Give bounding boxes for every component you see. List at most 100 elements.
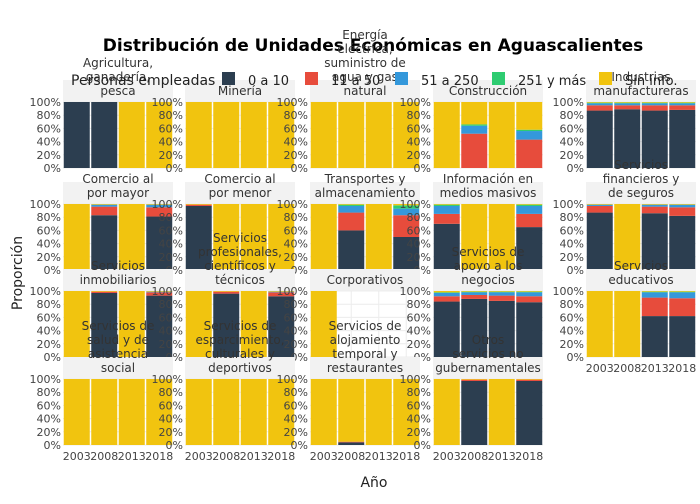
y-tick-label: 0%	[166, 439, 183, 452]
bar-segment-2008-5	[213, 102, 240, 168]
bar-segment-2018-2	[669, 298, 696, 317]
y-tick-label: 60%	[407, 311, 431, 324]
facet-strip	[586, 80, 696, 102]
y-tick-label: 60%	[284, 122, 308, 135]
facet-title: deportivos	[208, 361, 272, 375]
legend-swatch-5	[599, 72, 612, 85]
bar-segment-2003-1	[63, 102, 90, 168]
bar-segment-2018-2	[669, 105, 696, 110]
bar-segment-2018-3	[669, 292, 696, 299]
facet-title: Energía	[342, 28, 388, 42]
y-tick-label: 40%	[407, 413, 431, 426]
y-tick-label: 20%	[37, 149, 61, 162]
facet-title: ganadería,	[86, 70, 150, 84]
facet-title: Servicios	[91, 259, 145, 273]
x-axis-title: Año	[360, 475, 387, 491]
bar-segment-2003-5	[63, 291, 90, 357]
y-tick-label: 40%	[159, 136, 183, 149]
bar-segment-2018-5	[146, 102, 173, 168]
bar-segment-2008-1	[91, 292, 118, 357]
bar-segment-2008-2	[91, 291, 118, 293]
y-tick-label: 80%	[407, 109, 431, 122]
y-tick-label: 20%	[159, 251, 183, 264]
bar-segment-2003-2	[433, 213, 460, 224]
bar-segment-2018-3	[146, 204, 173, 208]
legend-title: Personas empleadas	[71, 73, 215, 89]
bar-segment-2013-5	[365, 204, 392, 270]
x-tick-label: 2008	[90, 450, 118, 463]
y-tick-label: 40%	[284, 238, 308, 251]
y-tick-label: 40%	[159, 325, 183, 338]
bar-segment-2018-4	[516, 129, 543, 132]
y-tick-label: 100%	[400, 373, 431, 386]
bar-segment-2013-2	[641, 105, 668, 111]
facet-title: Comercio al	[204, 172, 275, 186]
facet-title: Servicios	[213, 231, 267, 245]
bar-segment-2003-5	[433, 102, 460, 168]
y-tick-label: 80%	[37, 298, 61, 311]
y-tick-label: 60%	[560, 122, 584, 135]
bar-segment-2018-3	[146, 291, 173, 293]
x-tick-label: 2003	[433, 450, 461, 463]
y-tick-label: 80%	[159, 386, 183, 399]
y-tick-label: 100%	[152, 373, 183, 386]
facet-title: por mayor	[87, 186, 149, 200]
bar-segment-2003-5	[433, 379, 460, 445]
bar-segment-2003-5	[185, 204, 212, 205]
bar-segment-2018-5	[393, 102, 420, 168]
bar-segment-2018-4	[516, 291, 543, 293]
facet-title: restaurantes	[327, 361, 403, 375]
y-tick-label: 40%	[560, 325, 584, 338]
facet-strip	[63, 182, 173, 204]
y-tick-label: 60%	[284, 224, 308, 237]
bar-segment-2013-5	[118, 102, 145, 168]
bar-segment-2013-2	[488, 295, 515, 301]
facet-panel-8: 0%20%40%60%80%100%Transportes yalmacenam…	[277, 172, 420, 277]
facet-strip	[310, 269, 420, 291]
bar-segment-2008-5	[213, 291, 240, 292]
bar-segment-2018-2	[146, 207, 173, 217]
y-tick-label: 20%	[37, 426, 61, 439]
y-tick-label: 20%	[407, 426, 431, 439]
y-tick-label: 100%	[277, 373, 308, 386]
y-tick-label: 20%	[407, 149, 431, 162]
y-tick-label: 80%	[560, 211, 584, 224]
facet-title: Servicios	[614, 259, 668, 273]
bar-segment-2018-3	[669, 204, 696, 208]
bar-segment-2003-1	[433, 223, 460, 270]
y-tick-label: 40%	[159, 413, 183, 426]
bar-segment-2013-4	[641, 291, 668, 293]
bar-segment-2018-5	[516, 102, 543, 130]
bar-segment-2008-1	[338, 442, 365, 445]
y-tick-label: 20%	[407, 251, 431, 264]
x-tick-label: 2013	[365, 450, 393, 463]
bar-segment-2003-1	[586, 212, 613, 270]
bar-segment-2018-2	[516, 139, 543, 168]
bar-segment-2008-2	[338, 441, 365, 443]
y-tick-label: 60%	[37, 311, 61, 324]
bar-segment-2003-3	[433, 205, 460, 214]
y-tick-label: 0%	[567, 162, 584, 175]
bar-segment-2003-4	[586, 102, 613, 104]
facet-strip	[310, 357, 420, 379]
y-tick-label: 20%	[159, 338, 183, 351]
facet-title: gubernamentales	[435, 361, 541, 375]
bar-segment-2003-5	[586, 204, 613, 205]
y-tick-label: 80%	[37, 211, 61, 224]
bar-segment-2018-5	[268, 102, 295, 168]
facet-title: salud y de	[87, 333, 149, 347]
y-tick-label: 100%	[553, 96, 584, 109]
bar-segment-2018-2	[516, 213, 543, 228]
x-tick-label: 2018	[145, 450, 173, 463]
bar-segment-2013-3	[641, 204, 668, 207]
legend-swatch-3	[395, 72, 408, 85]
x-tick-label: 2013	[240, 450, 268, 463]
y-tick-label: 80%	[284, 386, 308, 399]
facet-panel-5: 0%20%40%60%80%100% Industriasmanufacturer…	[553, 70, 696, 175]
facet-strip	[433, 80, 543, 102]
y-tick-label: 40%	[37, 413, 61, 426]
facet-title: Servicios de	[452, 245, 525, 259]
y-tick-label: 0%	[567, 351, 584, 364]
bar-segment-2018-1	[516, 380, 543, 445]
